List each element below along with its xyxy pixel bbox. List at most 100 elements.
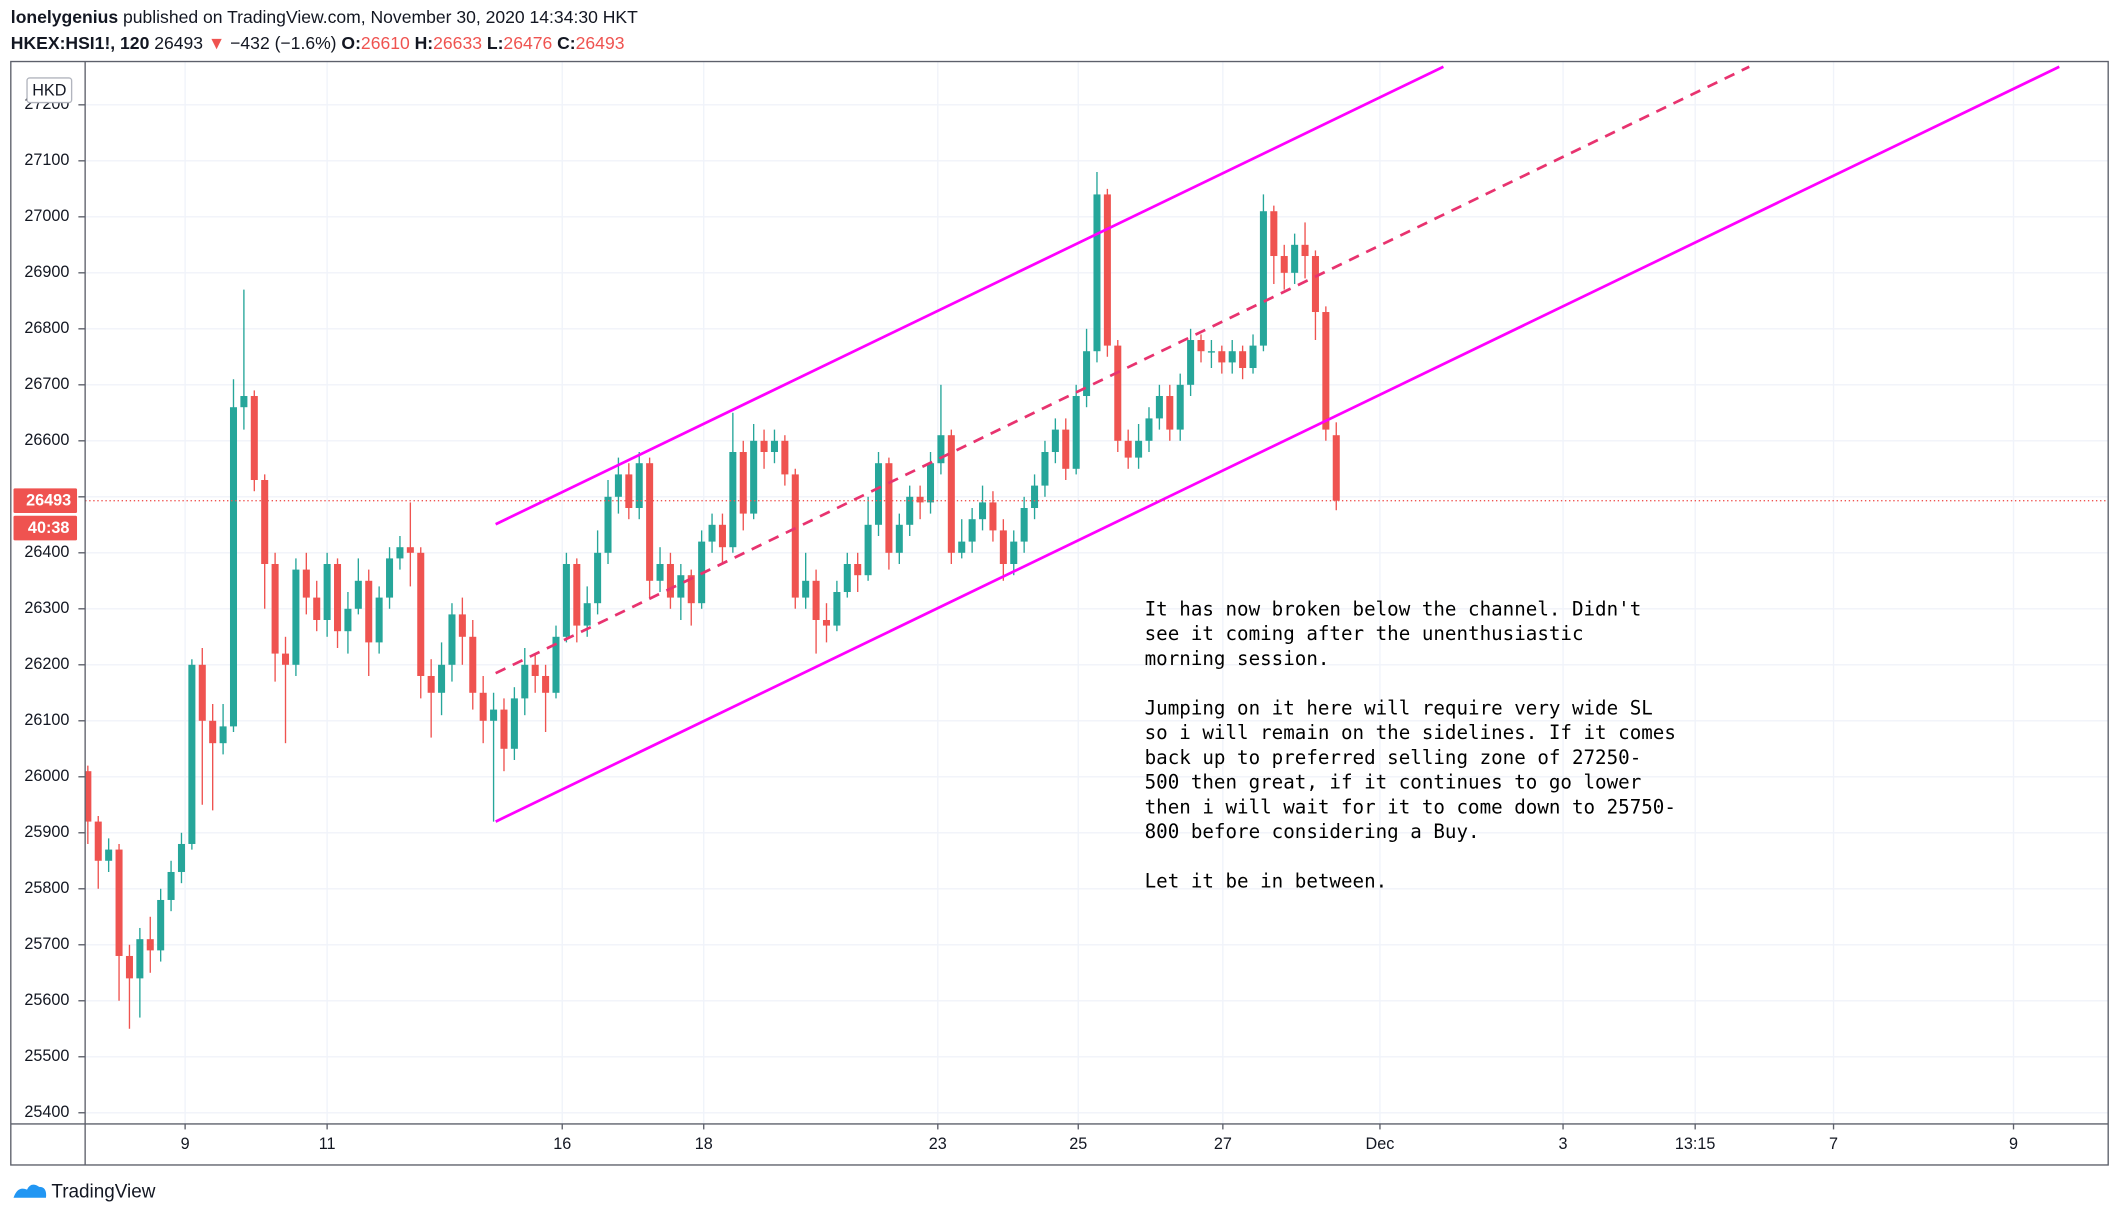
candle-body bbox=[802, 580, 810, 598]
annotation-line: so i will remain on the sidelines. If it… bbox=[1145, 721, 1676, 744]
annotation-line: Let it be in between. bbox=[1145, 870, 1388, 893]
y-tick-label: 26300 bbox=[24, 599, 69, 617]
candle-body bbox=[1166, 396, 1174, 430]
candle-body bbox=[1259, 211, 1267, 346]
candle-body bbox=[1093, 194, 1101, 352]
annotation-line: 800 before considering a Buy. bbox=[1145, 820, 1480, 843]
candle-body bbox=[365, 580, 373, 643]
last: 26493 bbox=[154, 32, 203, 52]
y-tick-label: 26400 bbox=[24, 543, 69, 561]
h-value: 26633 bbox=[433, 32, 482, 52]
y-tick-label: 26100 bbox=[24, 711, 69, 729]
candle-body bbox=[1301, 244, 1309, 257]
candle-body bbox=[770, 440, 778, 453]
candle-body bbox=[427, 675, 435, 693]
candle-body bbox=[448, 614, 456, 665]
candle-body bbox=[188, 664, 196, 844]
x-tick-label: 9 bbox=[181, 1135, 190, 1153]
logo-icon bbox=[13, 1184, 47, 1198]
y-tick-label: 27000 bbox=[24, 207, 69, 225]
candle-body bbox=[1083, 351, 1091, 397]
y-tick-label: 25800 bbox=[24, 879, 69, 897]
candle-body bbox=[864, 524, 872, 576]
candle-body bbox=[1249, 345, 1257, 369]
o-label: O: bbox=[341, 32, 361, 52]
y-tick-label: 26900 bbox=[24, 263, 69, 281]
candle-body bbox=[833, 591, 841, 626]
candle-body bbox=[812, 580, 820, 620]
candle-body bbox=[1270, 211, 1278, 257]
y-tick-label: 26000 bbox=[24, 767, 69, 785]
candle-body bbox=[1197, 340, 1205, 352]
candle-body bbox=[552, 636, 560, 693]
candle-body bbox=[874, 463, 883, 525]
annotation-line: It has now broken below the channel. Did… bbox=[1145, 597, 1642, 620]
candle-body bbox=[94, 821, 102, 861]
candle-body bbox=[292, 569, 300, 665]
candle-body bbox=[1124, 440, 1132, 458]
candle-body bbox=[438, 664, 446, 693]
candle-body bbox=[1155, 396, 1163, 419]
x-tick-label: 25 bbox=[1069, 1135, 1087, 1153]
y-tick-label: 25400 bbox=[24, 1103, 69, 1121]
candle-body bbox=[729, 452, 737, 548]
l-label: L: bbox=[487, 32, 504, 52]
axes: 25400 25500 25600 25700 25800 25900 26000 26100… bbox=[13, 95, 2018, 1153]
candle-body bbox=[334, 563, 342, 632]
arrow: ▼ bbox=[208, 32, 225, 52]
candle-body bbox=[687, 575, 695, 604]
candle-body bbox=[1010, 541, 1018, 564]
candle-body bbox=[968, 519, 976, 542]
h-label: H: bbox=[415, 32, 434, 52]
candle-body bbox=[458, 614, 466, 637]
candle-body bbox=[1020, 508, 1028, 542]
candle-body bbox=[198, 664, 206, 721]
candle-body bbox=[1176, 384, 1184, 430]
candle-body bbox=[261, 480, 269, 564]
candle-body bbox=[739, 452, 747, 514]
candle-body bbox=[396, 547, 404, 559]
publish-line: lonelygenius published on TradingView.co… bbox=[11, 6, 638, 26]
candle-body bbox=[417, 552, 425, 676]
candle-body bbox=[1135, 440, 1143, 458]
candle-body bbox=[125, 955, 133, 979]
x-tick-label: 23 bbox=[929, 1135, 947, 1153]
o-value: 26610 bbox=[361, 32, 410, 52]
candle-body bbox=[854, 563, 862, 576]
annotation-line: 500 then great, if it continues to go lo… bbox=[1145, 771, 1642, 794]
candle-body bbox=[1114, 345, 1122, 441]
x-tick-label: Dec bbox=[1366, 1135, 1395, 1153]
candle-body bbox=[1041, 452, 1049, 486]
candle-body bbox=[531, 664, 539, 676]
candle-body bbox=[843, 563, 851, 592]
x-tick-label: 9 bbox=[2009, 1135, 2018, 1153]
candle-body bbox=[1291, 244, 1299, 273]
candle-body bbox=[386, 558, 394, 598]
candle-body bbox=[562, 563, 570, 637]
candle-body bbox=[1239, 351, 1247, 369]
author: lonelygenius bbox=[11, 6, 118, 26]
c-label: C: bbox=[557, 32, 576, 52]
candle-body bbox=[791, 474, 799, 598]
candle-body bbox=[1218, 351, 1226, 363]
candle-body bbox=[1031, 485, 1039, 509]
candle-body bbox=[115, 849, 123, 956]
candle-body bbox=[656, 563, 664, 581]
candle-body bbox=[510, 698, 518, 749]
candle-body bbox=[708, 524, 716, 542]
symbol-line: HKEX:HSI1!, 120 26493 ▼ −432 (−1.6%) O:2… bbox=[11, 32, 625, 52]
candle-body bbox=[718, 524, 726, 548]
x-tick-label: 18 bbox=[695, 1135, 713, 1153]
y-tick-label: 27100 bbox=[24, 151, 69, 169]
candle-body bbox=[469, 636, 477, 693]
y-tick-label: 26600 bbox=[24, 431, 69, 449]
brand: TradingView bbox=[51, 1181, 155, 1202]
candle-body bbox=[1311, 256, 1319, 313]
trendline bbox=[495, 65, 1444, 526]
y-tick-label: 26700 bbox=[24, 375, 69, 393]
candle-body bbox=[406, 547, 414, 553]
price-tag bbox=[13, 488, 78, 514]
candle-body bbox=[1332, 435, 1340, 501]
